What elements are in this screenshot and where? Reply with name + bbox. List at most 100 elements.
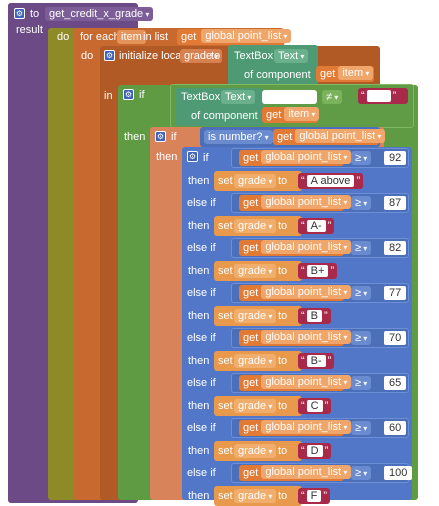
set-grade-block[interactable]: set grade to <box>214 306 302 326</box>
get-global-point-list-cond[interactable]: get global point_list <box>239 420 352 436</box>
init-local-gear-icon[interactable]: ⚙ <box>104 50 115 61</box>
set-grade-block[interactable]: set grade to <box>214 441 302 461</box>
get-global-point-list-cond[interactable]: get global point_list <box>239 330 352 346</box>
set-var-dropdown[interactable]: grade <box>234 174 277 188</box>
string-value[interactable] <box>366 90 391 103</box>
global-var-dropdown-cond[interactable]: global point_list <box>261 240 352 254</box>
grade-string-block[interactable]: “C” <box>298 398 332 414</box>
threshold-number[interactable]: 65 <box>384 376 407 390</box>
ge-operator-dropdown[interactable]: ≥ <box>351 421 372 435</box>
grade-string-block[interactable]: “D” <box>298 443 332 459</box>
grade-string-value[interactable]: B+ <box>306 265 329 278</box>
global-var-dropdown[interactable]: global point_list <box>201 29 292 43</box>
global-var-dropdown-cond[interactable]: global point_list <box>261 375 352 389</box>
neq-operator-dropdown[interactable]: ≠ <box>322 90 343 104</box>
set-grade-block[interactable]: set grade to <box>214 171 302 191</box>
global-var-dropdown-cond[interactable]: global point_list <box>261 465 352 479</box>
ge-operator-dropdown[interactable]: ≥ <box>351 196 372 210</box>
set-var-dropdown[interactable]: grade <box>234 309 277 323</box>
set-var-dropdown[interactable]: grade <box>234 399 277 413</box>
get-global-point-list-cond[interactable]: get global point_list <box>239 240 352 256</box>
ge-operator-dropdown[interactable]: ≥ <box>351 331 372 345</box>
grade-string-block[interactable]: “A above” <box>298 173 364 189</box>
global-var-dropdown-cond[interactable]: global point_list <box>261 330 352 344</box>
grade-string-value[interactable]: D <box>306 445 323 458</box>
set-to-label: to <box>278 445 288 457</box>
grade-string-value[interactable]: B- <box>306 355 326 368</box>
threshold-number[interactable]: 70 <box>384 331 407 345</box>
grade-string-block[interactable]: “F” <box>298 488 331 504</box>
set-var-dropdown[interactable]: grade <box>234 354 277 368</box>
grade-string-value[interactable]: B <box>306 310 323 323</box>
item-dropdown[interactable]: item <box>338 66 374 80</box>
threshold-number[interactable]: 77 <box>384 286 407 300</box>
threshold-number[interactable]: 82 <box>384 241 407 255</box>
textbox-prop-dropdown[interactable]: Text <box>274 49 309 63</box>
textbox-text-block[interactable]: TextBox. Text of component <box>228 45 318 87</box>
local-var-grade-field[interactable]: grade <box>180 49 223 63</box>
result-label: result <box>16 24 43 36</box>
set-grade-block[interactable]: set grade to <box>214 216 302 236</box>
set-grade-block[interactable]: set grade to <box>214 261 302 281</box>
threshold-number[interactable]: 60 <box>384 421 407 435</box>
textbox-text-block-2[interactable]: TextBox. Text of component <box>175 88 263 126</box>
set-grade-block[interactable]: set grade to <box>214 486 302 506</box>
set-var-dropdown[interactable]: grade <box>234 219 277 233</box>
if3-gear-icon[interactable]: ⚙ <box>187 151 198 162</box>
set-var-dropdown[interactable]: grade <box>234 264 277 278</box>
threshold-number[interactable]: 87 <box>384 196 407 210</box>
get-global-point-list[interactable]: get global point_list <box>177 29 292 45</box>
chain-then-label: then <box>188 490 210 502</box>
get-global-point-list-cond[interactable]: get global point_list <box>239 195 352 211</box>
grade-string-block[interactable]: “A-” <box>298 218 335 234</box>
get-global-point-list-cond[interactable]: get global point_list <box>239 150 352 166</box>
grade-string-value[interactable]: A above <box>306 175 355 188</box>
procedure-name-field[interactable]: get_credit_x_grade <box>45 7 154 21</box>
ge-operator-dropdown[interactable]: ≥ <box>351 466 372 480</box>
grade-string-value[interactable]: C <box>306 400 323 413</box>
grade-string-block[interactable]: “B” <box>298 308 331 324</box>
if1-gear-icon[interactable]: ⚙ <box>123 89 134 100</box>
get-label: get <box>181 31 197 43</box>
threshold-number[interactable]: 92 <box>384 151 407 165</box>
get-global-point-list-cond[interactable]: get global point_list <box>239 465 352 481</box>
set-var-dropdown[interactable]: grade <box>234 489 277 503</box>
global-var-dropdown-cond[interactable]: global point_list <box>261 195 352 209</box>
is-number-dropdown[interactable]: is number? <box>204 130 273 144</box>
ge-operator-dropdown[interactable]: ≥ <box>351 151 372 165</box>
grade-string-block[interactable]: “B-” <box>298 353 335 369</box>
mutator-gear-icon[interactable]: ⚙ <box>14 8 25 19</box>
grade-string-block[interactable]: “B+” <box>298 263 338 279</box>
ge-operator-dropdown[interactable]: ≥ <box>351 286 372 300</box>
ge-operator-dropdown[interactable]: ≥ <box>351 376 372 390</box>
global-var-dropdown-cond[interactable]: global point_list <box>261 150 352 164</box>
set-to-label: to <box>278 310 288 322</box>
textbox-prop-dropdown-2[interactable]: Text <box>221 90 256 104</box>
empty-string-block[interactable]: “” <box>358 88 408 104</box>
global-var-dropdown-2[interactable]: global point_list <box>295 129 386 143</box>
if1-label: if <box>139 89 145 101</box>
quote-open: “ <box>301 400 305 412</box>
for-each-var-field[interactable]: item <box>117 30 146 44</box>
grade-string-value[interactable]: F <box>306 490 322 503</box>
get-global-point-list-2[interactable]: get global point_list <box>273 129 386 145</box>
get-global-point-list-cond[interactable]: get global point_list <box>239 375 352 391</box>
global-var-dropdown-cond[interactable]: global point_list <box>261 420 352 434</box>
of-component-label-2: of component <box>191 110 258 122</box>
item-dropdown-2[interactable]: item <box>284 107 320 121</box>
set-grade-block[interactable]: set grade to <box>214 351 302 371</box>
set-var-dropdown[interactable]: grade <box>234 444 277 458</box>
threshold-number[interactable]: 100 <box>384 466 413 480</box>
if2-gear-icon[interactable]: ⚙ <box>155 131 166 142</box>
textbox-component-label-2: TextBox. <box>181 91 224 103</box>
get-label: get <box>243 332 259 344</box>
procedure-header[interactable]: ⚙ to get_credit_x_grade <box>8 3 154 25</box>
get-item-block[interactable]: get item <box>316 66 374 82</box>
ge-operator-dropdown[interactable]: ≥ <box>351 241 372 255</box>
grade-string-value[interactable]: A- <box>306 220 326 233</box>
get-item-block-2[interactable]: get item <box>262 107 320 123</box>
global-var-dropdown-cond[interactable]: global point_list <box>261 285 352 299</box>
set-grade-block[interactable]: set grade to <box>214 396 302 416</box>
quote-open: “ <box>301 220 305 232</box>
get-global-point-list-cond[interactable]: get global point_list <box>239 285 352 301</box>
